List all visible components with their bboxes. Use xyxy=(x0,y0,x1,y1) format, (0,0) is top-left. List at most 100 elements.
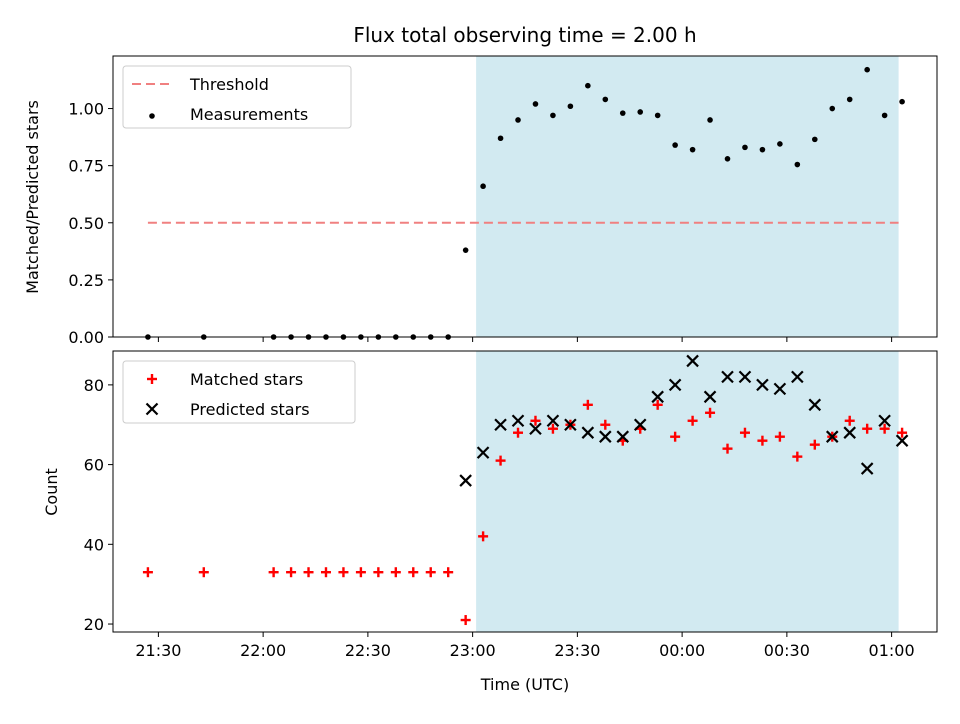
predicted-stars-point xyxy=(878,414,891,428)
matched-stars-point xyxy=(739,427,750,438)
x-tick-label: 01:00 xyxy=(869,641,915,660)
x-tick-label: 23:00 xyxy=(450,641,496,660)
measurement-point xyxy=(637,109,644,115)
predicted-stars-point xyxy=(529,422,542,436)
predicted-stars-point xyxy=(721,370,734,384)
measurement-point xyxy=(759,146,766,153)
matched-stars-point xyxy=(408,567,419,578)
measurement-point xyxy=(550,112,556,119)
x-tick-label: 00:30 xyxy=(764,641,810,660)
predicted-stars-point xyxy=(511,414,525,428)
measurement-point xyxy=(777,141,783,147)
legend-label: Threshold xyxy=(189,75,269,94)
matched-stars-point xyxy=(390,567,401,578)
measurement-point xyxy=(585,82,591,89)
legend-matched-swatch xyxy=(147,374,157,384)
matched-stars-point xyxy=(547,423,558,434)
matched-stars-point xyxy=(286,567,297,578)
matched-stars-point xyxy=(460,615,471,626)
measurement-point xyxy=(567,103,574,110)
x-axis-label: Time (UTC) xyxy=(480,675,569,694)
measurement-point xyxy=(515,117,521,123)
bottom-panel: 20 40 60 80 21:30 22:00 22:30 23:00 23:30 00:00 00… xyxy=(84,350,938,660)
predicted-stars-point xyxy=(581,426,595,439)
measurement-point xyxy=(480,183,486,190)
predicted-stars-point xyxy=(791,370,804,384)
predicted-stars-point xyxy=(616,430,630,443)
y-tick-label: 0.75 xyxy=(68,157,104,176)
y-tick-label: 0.50 xyxy=(68,214,104,233)
measurement-point xyxy=(497,135,504,142)
legend-label: Measurements xyxy=(190,105,308,124)
matched-stars-point xyxy=(600,419,611,430)
matched-stars-point xyxy=(443,567,454,578)
measurement-point xyxy=(864,66,870,73)
matched-stars-point xyxy=(303,567,314,578)
matched-stars-point xyxy=(792,451,803,462)
matched-stars-point xyxy=(268,567,279,578)
predicted-stars-point xyxy=(564,418,577,432)
matched-stars-point xyxy=(513,427,524,438)
predicted-stars-point xyxy=(843,426,856,439)
legend: Threshold Measurements xyxy=(122,65,352,129)
y-tick-label: 0.00 xyxy=(68,328,104,347)
measurement-point xyxy=(742,144,748,151)
measurement-point xyxy=(811,136,818,143)
bottom-y-axis-label: Count xyxy=(42,468,61,516)
matched-stars-point xyxy=(495,455,506,466)
measurement-point xyxy=(672,142,678,148)
predicted-stars-point xyxy=(703,390,717,404)
matched-stars-point xyxy=(373,567,384,578)
predicted-stars-point xyxy=(686,354,699,368)
chart-title: Flux total observing time = 2.00 h xyxy=(353,23,696,47)
matched-stars-point xyxy=(705,407,716,418)
matched-stars-point xyxy=(687,415,698,426)
legend-predicted-swatch xyxy=(145,402,159,416)
predicted-stars-point xyxy=(860,462,874,475)
predicted-stars-point xyxy=(773,382,787,396)
matched-stars-point xyxy=(897,427,908,438)
measurement-point xyxy=(689,146,696,153)
measurement-point xyxy=(462,247,469,253)
y-tick-label: 40 xyxy=(84,535,104,554)
measurement-point xyxy=(602,96,609,103)
matched-stars-point xyxy=(774,431,785,442)
y-tick-label: 60 xyxy=(84,456,104,475)
y-tick-label: 1.00 xyxy=(68,100,104,119)
y-tick-label: 0.25 xyxy=(68,271,104,290)
legend-measurement-swatch xyxy=(149,113,155,119)
top-panel: 0.00 0.25 0.50 0.75 1.00 Threshold Measurement… xyxy=(68,55,938,347)
x-tick-label: 21:30 xyxy=(135,641,181,660)
matched-stars-point xyxy=(862,423,873,434)
matched-stars-point xyxy=(142,567,153,578)
predicted-stars-point xyxy=(476,446,490,459)
matched-stars-point xyxy=(582,399,593,410)
matched-stars-point xyxy=(425,567,436,578)
predicted-stars-point xyxy=(808,398,822,412)
predicted-stars-point xyxy=(825,430,839,443)
x-tick-label: 22:00 xyxy=(240,641,286,660)
matched-stars-point xyxy=(879,423,890,434)
measurement-point xyxy=(794,161,801,168)
measurement-point xyxy=(881,112,888,119)
predicted-stars-point xyxy=(633,418,647,432)
matched-stars-point xyxy=(652,399,663,410)
matched-stars-point xyxy=(757,435,768,446)
legend-label: Matched stars xyxy=(190,370,303,389)
measurement-point xyxy=(899,98,905,105)
x-tick-label: 22:30 xyxy=(345,641,391,660)
observing-window-span xyxy=(476,56,899,337)
predicted-stars-point xyxy=(895,434,909,447)
matched-stars-point xyxy=(809,439,820,450)
predicted-stars-point xyxy=(738,370,752,384)
matched-stars-point xyxy=(338,567,349,578)
axes-frame xyxy=(112,350,938,633)
measurement-point xyxy=(829,105,836,112)
matched-stars-point xyxy=(670,431,681,442)
matched-stars-point xyxy=(355,567,366,578)
y-tick-label: 80 xyxy=(84,376,104,395)
predicted-stars-point xyxy=(459,474,472,487)
predicted-stars-point xyxy=(599,430,612,443)
measurement-point xyxy=(654,112,661,119)
